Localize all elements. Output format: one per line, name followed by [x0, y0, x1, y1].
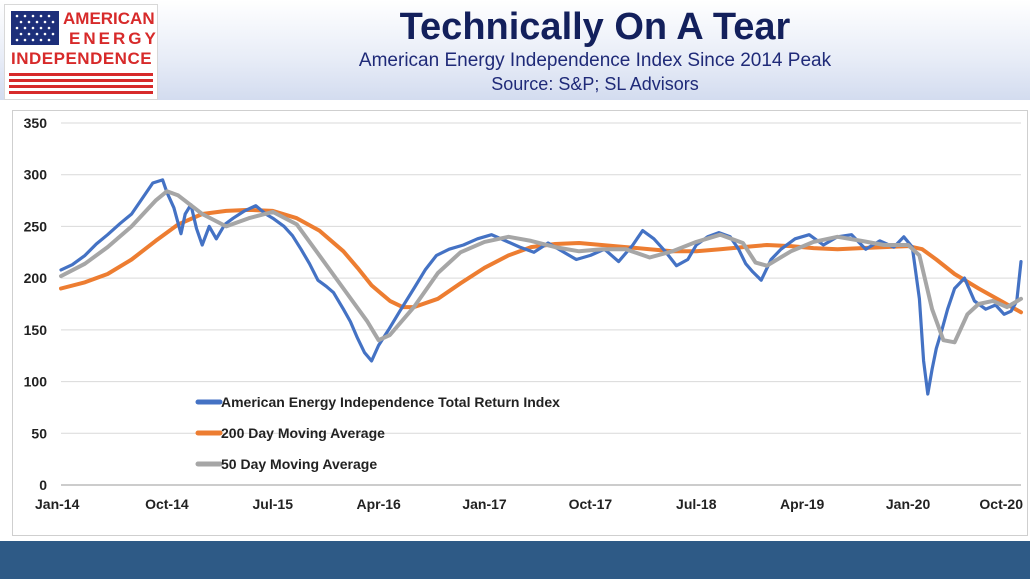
- y-tick-label: 350: [24, 115, 48, 131]
- y-axis-ticks: 0 50 100 150 200 250 300 350: [24, 115, 48, 493]
- x-axis-ticks: Jan-14 Oct-14 Jul-15 Apr-16 Jan-17 Oct-17 Jul-…: [35, 496, 1023, 512]
- x-tick-label: Apr-16: [356, 496, 401, 512]
- x-tick-label: Apr-19: [780, 496, 825, 512]
- page-subtitle: American Energy Independence Index Since…: [358, 50, 832, 71]
- logo-word-independence: INDEPENDENCE: [11, 49, 153, 68]
- source-note: Source: S&P; SL Advisors: [491, 74, 699, 94]
- logo-word-american: AMERICAN: [63, 9, 155, 28]
- x-tick-label: Jan-17: [462, 496, 507, 512]
- x-tick-label: Oct-14: [145, 496, 189, 512]
- legend: American Energy Independence Total Retur…: [195, 394, 560, 472]
- chart-frame: 0 50 100 150 200 250 300 350 Jan-14 Oct-14 Jul-15…: [12, 110, 1028, 536]
- header-band: [0, 0, 1030, 100]
- y-tick-label: 250: [24, 218, 48, 234]
- legend-label: American Energy Independence Total Retur…: [221, 394, 560, 410]
- y-tick-label: 200: [24, 270, 48, 286]
- flag-icon: [11, 11, 59, 45]
- logo: AMERICAN ENERGY INDEPENDENCE: [4, 4, 158, 100]
- series-line-50dma: [59, 189, 1023, 345]
- series-line-200dma: [59, 207, 1023, 315]
- y-tick-label: 150: [24, 322, 48, 338]
- flag-stripes-icon: [9, 73, 153, 94]
- y-tick-label: 0: [39, 477, 47, 493]
- x-tick-label: Oct-20: [979, 496, 1023, 512]
- page-title: Technically On A Tear: [399, 6, 791, 48]
- y-tick-label: 50: [31, 425, 47, 441]
- x-tick-label: Jan-14: [35, 496, 80, 512]
- footer-band: [0, 541, 1030, 579]
- x-tick-label: Jul-18: [676, 496, 717, 512]
- gridlines: [61, 122, 1021, 486]
- legend-label: 200 Day Moving Average: [221, 425, 385, 441]
- y-tick-label: 100: [24, 374, 48, 390]
- y-tick-label: 300: [24, 167, 48, 183]
- series-layer: [59, 178, 1023, 396]
- x-tick-label: Jan-20: [886, 496, 931, 512]
- x-tick-label: Jul-15: [253, 496, 294, 512]
- x-tick-label: Oct-17: [569, 496, 613, 512]
- logo-word-energy: ENERGY: [69, 29, 159, 48]
- line-chart: 0 50 100 150 200 250 300 350 Jan-14 Oct-14 Jul-15…: [24, 115, 1024, 512]
- legend-label: 50 Day Moving Average: [221, 456, 377, 472]
